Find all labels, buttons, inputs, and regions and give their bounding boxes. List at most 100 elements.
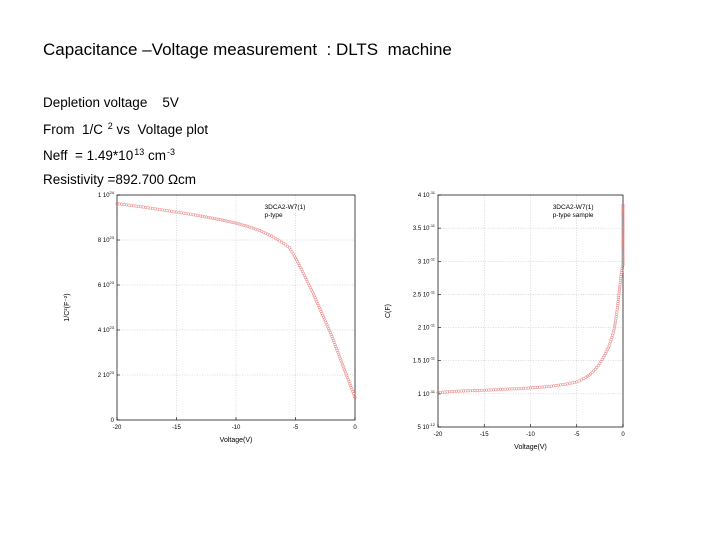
data-point [438,390,442,394]
data-point [341,364,345,368]
data-point [468,389,472,393]
data-point [232,221,236,225]
data-point [238,222,242,226]
series-annotation: p-type sample [553,212,594,219]
data-point [528,386,533,390]
data-point [621,225,625,229]
plot-description-line: From 1/C 2 vs Voltage plot [43,115,208,142]
data-point [613,323,617,327]
data-point [611,331,615,335]
data-point [340,360,344,364]
data-point [335,348,339,352]
data-point [552,384,556,388]
data-point [621,261,625,265]
data-point [466,389,470,393]
data-point [343,370,347,374]
data-point [618,283,622,287]
data-point [533,386,537,390]
data-point [554,384,558,388]
x-tick-label: 0 [621,432,625,438]
neff-prefix: Neff = 1.49*10 [43,148,134,163]
data-point [338,356,342,360]
data-point [617,295,621,299]
data-point [344,372,348,376]
data-point [604,350,608,354]
data-point [248,225,252,229]
data-point [202,215,206,219]
data-point [333,342,337,346]
data-point [316,304,321,308]
data-point [448,390,452,394]
data-point [610,335,614,339]
data-point [595,365,599,369]
neff-exponent: 13 [134,147,145,157]
data-point [621,205,625,209]
data-point [621,257,625,261]
data-point [517,387,521,391]
y-tick-label: 5 10-12 [418,422,436,431]
y-tick-label: 3.5 10-11 [413,223,436,232]
data-point [621,221,625,225]
plot-description-exponent: 2 [107,120,113,131]
data-point [590,370,594,374]
data-point [614,319,618,323]
data-point [345,374,349,378]
y-tick-label: 2.5 10-11 [413,289,436,298]
data-point [208,216,212,220]
data-point [315,300,319,304]
data-point [318,307,322,311]
data-point [614,317,618,321]
data-point [329,332,333,337]
neff-unit: cm [144,148,166,163]
data-point [621,231,625,235]
data-point [286,244,290,248]
data-point [464,389,468,393]
data-point [443,390,447,394]
data-point [224,219,228,223]
series-annotation: 3DCA2-W7(1) [265,204,306,211]
data-point [549,384,553,388]
data-point [621,214,625,218]
x-tick-label: -20 [434,432,443,438]
data-point [327,327,331,331]
data-point [619,277,623,281]
data-point [352,393,356,398]
data-point [621,244,625,248]
data-point [621,255,625,259]
data-point [339,358,343,362]
x-tick-label: -20 [113,425,122,431]
data-point [325,323,329,327]
y-tick-label: 0 [111,418,115,424]
data-point [200,214,204,218]
data-point [478,388,482,392]
data-point [621,216,625,220]
data-point [240,223,244,227]
data-point [328,331,332,335]
data-point [475,388,479,393]
y-tick-label: 4 1023 [98,325,115,334]
data-point [351,390,355,394]
data-point [606,346,610,350]
x-tick-label: -10 [232,425,241,431]
data-point [471,389,475,393]
data-point [602,353,607,357]
data-point [351,392,356,396]
data-point [621,263,625,267]
plot-description-prefix: From 1/C [43,121,104,137]
data-point [524,386,528,390]
data-point [340,362,344,366]
data-point [608,342,612,346]
data-point [621,227,625,231]
data-point [311,292,315,296]
data-point [617,289,621,293]
data-point [616,299,620,304]
data-point [614,314,618,319]
data-point [348,384,353,388]
data-point [618,279,623,283]
data-point [494,388,498,392]
data-point [321,313,325,317]
data-point [616,304,620,308]
y-tick-label: 8 1023 [98,235,115,244]
x-tick-label: -15 [480,432,489,438]
data-point [621,250,625,254]
